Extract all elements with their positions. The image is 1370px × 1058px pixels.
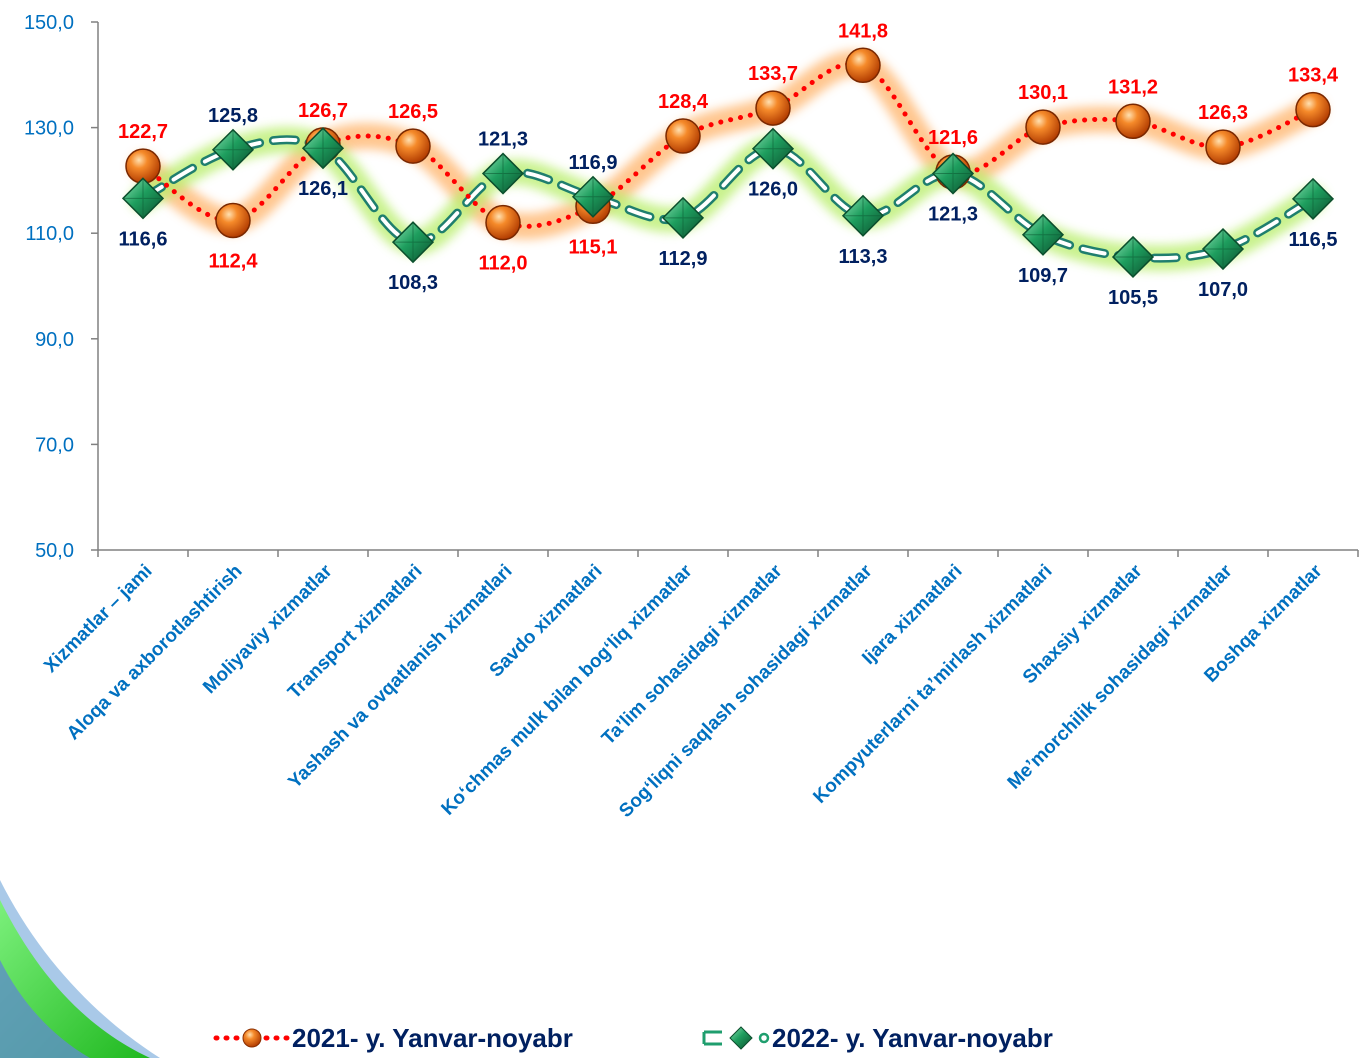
series-2022-data-label: 125,8 — [208, 105, 258, 127]
axes — [97, 22, 1358, 551]
series-2022-point-facet — [753, 128, 793, 169]
series-2022-data-label: 126,1 — [298, 178, 348, 200]
series-2022-point-facet — [843, 195, 883, 236]
series-2021-data-label: 115,1 — [569, 236, 618, 258]
series-2021-point — [1205, 129, 1241, 165]
series-2022-point-facet — [573, 176, 613, 217]
series-2021-data-label: 126,5 — [388, 101, 438, 123]
legend-item-2021: 2021- y. Yanvar-noyabr — [213, 1023, 573, 1053]
series-2022-data-label: 116,6 — [119, 228, 168, 250]
legend-label-2022: 2022- y. Yanvar-noyabr — [772, 1023, 1053, 1053]
series-2021-data-label: 133,7 — [748, 63, 798, 85]
data-labels: 122,7 112,4 126,7 126,5 112,0 115,1 128,4 133,7… — [118, 20, 1339, 309]
series-2021-point — [1115, 103, 1151, 140]
series-2021-data-label: 122,7 — [118, 121, 168, 143]
legend: 2021- y. Yanvar-noyabr 2022- y. Yanvar-n… — [213, 1023, 1053, 1053]
x-tick-label: Aloqa va axborotlashtirish — [63, 561, 247, 745]
series-2022-point-facet — [663, 197, 703, 238]
series-2022-point-facet — [1293, 178, 1333, 219]
legend-marker-2022 — [729, 1026, 753, 1050]
series-2021-point — [845, 47, 881, 84]
series-2022-data-label: 108,3 — [388, 272, 438, 294]
y-tick-label: 110,0 — [25, 223, 74, 245]
series-2022-point-facet — [1203, 229, 1243, 270]
legend-label-2021: 2021- y. Yanvar-noyabr — [292, 1023, 573, 1053]
series-2022-data-label: 121,3 — [478, 129, 528, 151]
series-2022-data-label: 107,0 — [1198, 279, 1248, 301]
y-tick-label: 130,0 — [24, 118, 74, 140]
series-2021-line — [140, 61, 1316, 229]
series-2021-data-label: 131,2 — [1108, 76, 1158, 98]
series-2022-data-label: 112,9 — [659, 248, 708, 270]
series-2021-point — [755, 90, 791, 126]
y-tick-label: 150,0 — [24, 12, 74, 34]
series-lines — [138, 61, 1318, 263]
series-2022-data-label: 126,0 — [748, 179, 798, 201]
series-2022-point-facet — [393, 222, 433, 263]
series-2021-data-label: 130,1 — [1018, 82, 1068, 104]
series-2022-point-facet — [1113, 236, 1153, 277]
series-2022-data-label: 109,7 — [1018, 265, 1068, 287]
y-tick-label: 50,0 — [35, 540, 74, 562]
series-2021-point — [1025, 109, 1061, 145]
series-2021-data-label: 133,4 — [1288, 65, 1339, 87]
series-2021-data-label: 141,8 — [838, 20, 888, 42]
series-2022-data-label: 116,5 — [1289, 229, 1338, 251]
series-2021-point — [665, 118, 701, 154]
series-2022-point-facet — [483, 153, 523, 194]
series-2021-data-label: 121,6 — [928, 127, 978, 149]
series-markers — [121, 47, 1335, 279]
series-2021-point — [1295, 91, 1331, 128]
y-tick-label: 90,0 — [35, 329, 74, 351]
series-2022-point-facet — [1023, 214, 1063, 255]
x-tick-label: Taʼlim sohasidagi xizmatlar — [598, 560, 787, 749]
series-2021-data-label: 112,4 — [209, 251, 259, 273]
series-2021-point — [395, 128, 431, 164]
legend-marker-2021 — [242, 1028, 262, 1048]
series-2022-point-facet — [123, 178, 163, 219]
corner-decoration — [0, 880, 160, 1058]
series-2022-point-facet — [303, 128, 343, 169]
series-2022-data-label: 105,5 — [1108, 287, 1158, 309]
series-2022-data-label: 121,3 — [928, 204, 978, 226]
legend-item-2022: 2022- y. Yanvar-noyabr — [702, 1023, 1053, 1053]
series-2021-data-label: 126,3 — [1198, 102, 1248, 124]
series-2021-data-label: 126,7 — [298, 100, 348, 122]
series-2022-point-facet — [213, 129, 253, 170]
legend-line-2022-right — [758, 1032, 770, 1044]
series-2022-data-label: 116,9 — [569, 152, 618, 174]
series-2021-point — [485, 204, 521, 241]
series-2021-data-label: 112,0 — [479, 253, 528, 275]
series-2022-point-facet — [933, 153, 973, 194]
y-tick-label: 70,0 — [35, 434, 74, 456]
series-2021-point — [215, 202, 251, 239]
series-2021-data-label: 128,4 — [658, 91, 709, 113]
legend-line-2022-left — [702, 1030, 722, 1046]
y-axis-ticks: 50,0 70,0 90,0 110,0 130,0 150,0 — [24, 12, 98, 562]
series-2022-data-label: 113,3 — [839, 246, 888, 268]
series-2022-line-inner — [141, 137, 1315, 261]
